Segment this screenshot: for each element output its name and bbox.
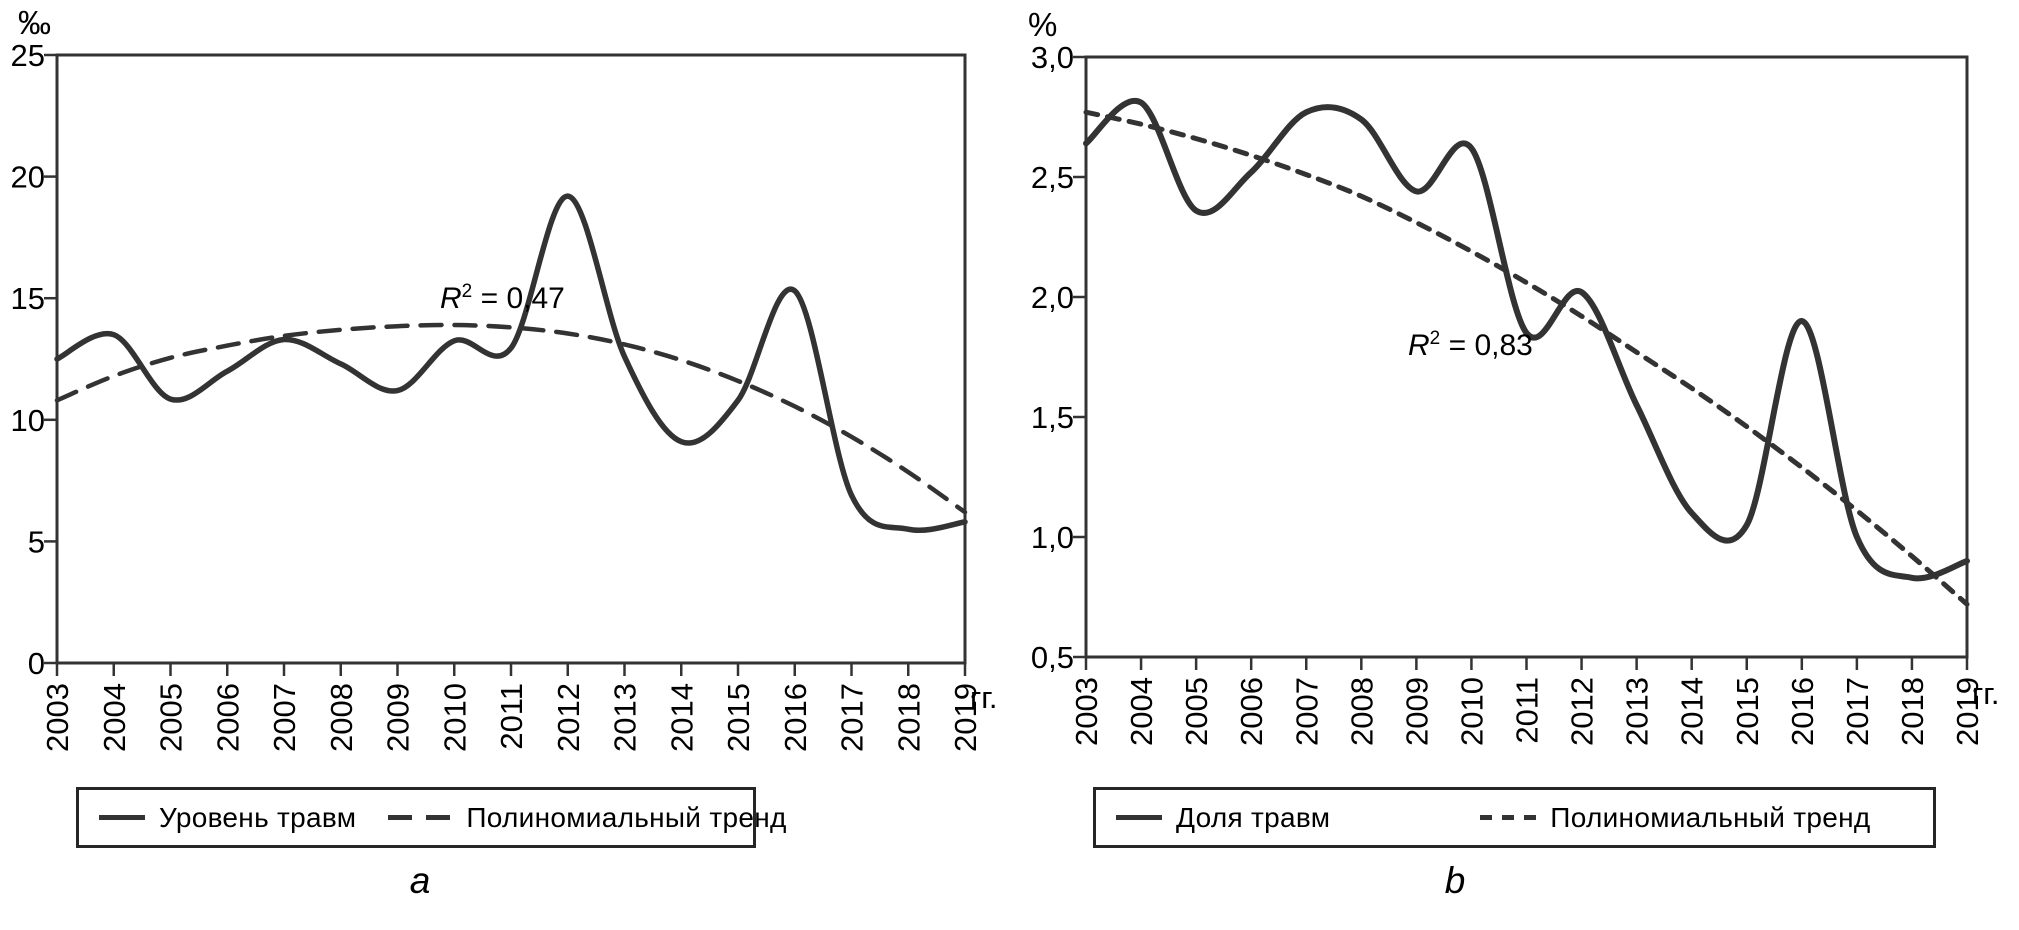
x-tick-label: 2017	[1840, 677, 1875, 746]
r2-value: = 0,83	[1440, 329, 1533, 362]
x-tick-label: 2016	[778, 683, 813, 752]
y-axis-unit-label-a: ‰	[18, 4, 51, 41]
y-tick-label: 20	[11, 160, 45, 195]
x-tick-label: 2011	[1510, 677, 1545, 744]
legend-a: Уровень травм Полиномиальный тренд	[76, 787, 786, 848]
x-tick-label: 2016	[1785, 677, 1820, 746]
x-tick-label: 2005	[154, 683, 189, 752]
r2-exponent: 2	[461, 281, 473, 302]
r2-symbol: R	[1408, 329, 1430, 362]
x-tick-label: 2015	[1730, 677, 1765, 746]
x-tick-label: 2009	[381, 683, 416, 752]
x-tick-label: 2008	[324, 683, 359, 752]
x-tick-label: 2003	[1069, 677, 1104, 746]
y-tick-label: 25	[11, 38, 45, 73]
x-tick-label: 2019	[1950, 677, 1985, 746]
y-tick-label: 3,0	[1031, 40, 1074, 75]
legend-dashed-line-sample	[388, 815, 453, 820]
x-tick-label: 2006	[1234, 677, 1269, 746]
panel-caption-a: a	[409, 860, 431, 901]
legend-dotted-line-sample	[1480, 815, 1537, 820]
x-tick-label: 2004	[97, 683, 132, 752]
x-tick-label: 2015	[721, 683, 756, 752]
x-tick-label: 2012	[551, 683, 586, 752]
x-tick-label: 2011	[494, 683, 529, 750]
x-tick-label: 2010	[437, 683, 472, 752]
y-tick-label: 1,5	[1031, 400, 1074, 435]
x-tick-label: 2006	[210, 683, 245, 752]
x-tick-label: 2009	[1399, 677, 1434, 746]
legend-solid-line-sample	[99, 815, 145, 820]
x-tick-label: 2017	[835, 683, 870, 752]
x-tick-label: 2007	[1289, 677, 1324, 746]
x-tick-label: 2019	[948, 683, 983, 752]
series-solid-a	[54, 193, 968, 533]
y-axis-unit-label-b: %	[1028, 6, 1058, 43]
panel-caption-b: b	[1444, 860, 1466, 901]
x-tick-label: 2018	[891, 683, 926, 752]
r2-exponent: 2	[1429, 328, 1441, 349]
series-solid-b	[1083, 97, 1970, 582]
legend-b: Доля травм Полиномиальный тренд	[1093, 787, 1936, 848]
y-tick-label: 2,0	[1031, 280, 1074, 315]
x-tick-label: 2013	[608, 683, 643, 752]
y-tick-label: 2,5	[1031, 160, 1074, 195]
plot-frame-a	[55, 53, 967, 665]
x-tick-label: 2018	[1895, 677, 1930, 746]
legend-solid-line-sample	[1116, 815, 1162, 820]
x-axis-unit-label-b: гг.	[1972, 676, 2000, 711]
x-tick-label: 2013	[1620, 677, 1655, 746]
y-tick-label: 0,5	[1031, 640, 1074, 675]
y-tick-label: 1,0	[1031, 520, 1074, 555]
y-tick-label: 10	[11, 403, 45, 438]
x-tick-label: 2003	[40, 683, 75, 752]
x-tick-label: 2008	[1344, 677, 1379, 746]
legend-label-poly-trend-b: Полиномиальный тренд	[1550, 801, 1871, 833]
x-axis-unit-label-a: гг.	[970, 680, 998, 715]
x-tick-label: 2012	[1565, 677, 1600, 746]
x-tick-label: 2014	[664, 683, 699, 752]
y-tick-label: 15	[11, 281, 45, 316]
r2-symbol: R	[440, 282, 462, 315]
legend-label-injury-share: Доля травм	[1176, 801, 1331, 833]
series-dashed-a	[54, 322, 968, 515]
x-tick-label: 2004	[1124, 677, 1159, 746]
x-tick-label: 2010	[1454, 677, 1489, 746]
series-dotted-b	[1083, 109, 1970, 607]
r2-value: = 0,47	[472, 282, 565, 315]
r2-annotation-b: R2 = 0,83	[1408, 328, 1533, 363]
x-tick-label: 2007	[267, 683, 302, 752]
y-tick-label: 0	[28, 646, 45, 681]
r2-annotation-a: R2 = 0,47	[440, 281, 565, 316]
legend-label-poly-trend-a: Полиномиальный тренд	[466, 801, 787, 833]
x-tick-label: 2005	[1179, 677, 1214, 746]
y-tick-label: 5	[28, 524, 45, 559]
legend-label-injury-level: Уровень травм	[159, 801, 357, 833]
x-tick-label: 2014	[1675, 677, 1710, 746]
